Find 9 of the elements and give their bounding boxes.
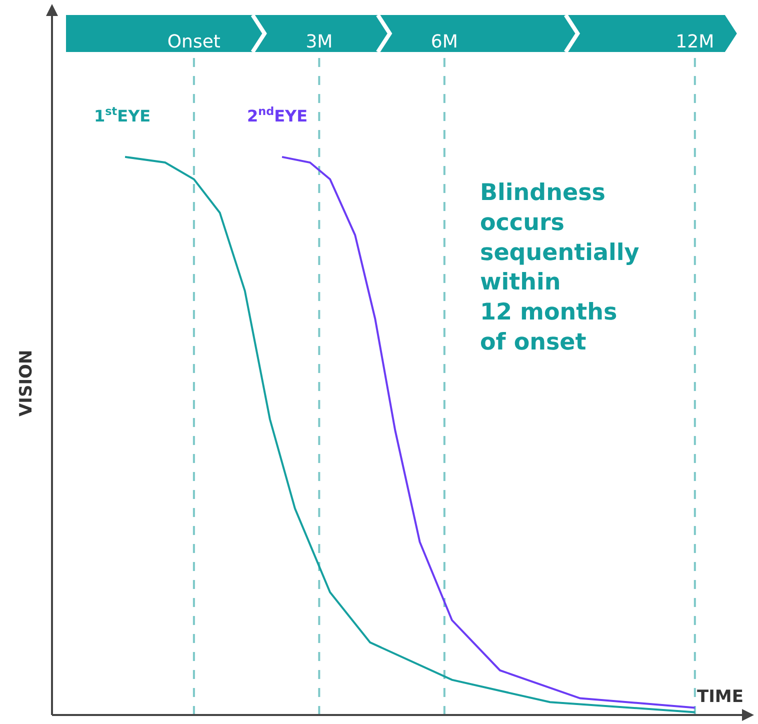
x-tick-label: Onset	[167, 31, 220, 52]
y-axis-title: VISION	[16, 350, 36, 416]
text: 1$^{st}$EYE	[94, 105, 151, 126]
x-tick-label: 3M	[306, 31, 333, 52]
x-axis-title: TIME	[697, 687, 744, 707]
text: 2$^{nd}$EYE	[247, 105, 308, 126]
x-tick-label: 6M	[430, 31, 458, 52]
annotation: Blindness occurs sequentially within 12 months of onset	[480, 180, 640, 356]
x-tick-label: 12M	[676, 31, 714, 52]
